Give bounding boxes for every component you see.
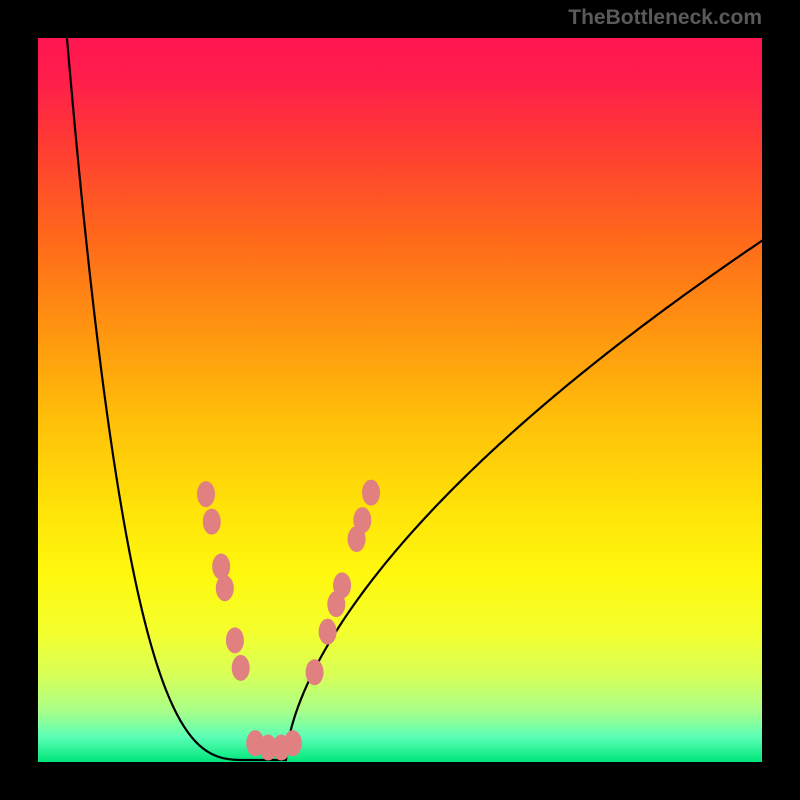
marker-left <box>212 554 230 580</box>
chart-stage: TheBottleneck.com <box>0 0 800 800</box>
marker-right <box>306 659 324 685</box>
plot-area <box>38 38 762 762</box>
marker-left <box>216 575 234 601</box>
marker-left <box>197 481 215 507</box>
marker-right <box>362 480 380 506</box>
marker-left <box>226 627 244 653</box>
curve-layer <box>38 38 762 762</box>
marker-right <box>333 572 351 598</box>
watermark-text: TheBottleneck.com <box>568 6 762 30</box>
marker-right <box>319 619 337 645</box>
marker-left <box>232 655 250 681</box>
bottleneck-curve <box>67 38 762 760</box>
marker-left <box>203 509 221 535</box>
marker-right <box>353 507 371 533</box>
marker-floor <box>284 730 302 756</box>
